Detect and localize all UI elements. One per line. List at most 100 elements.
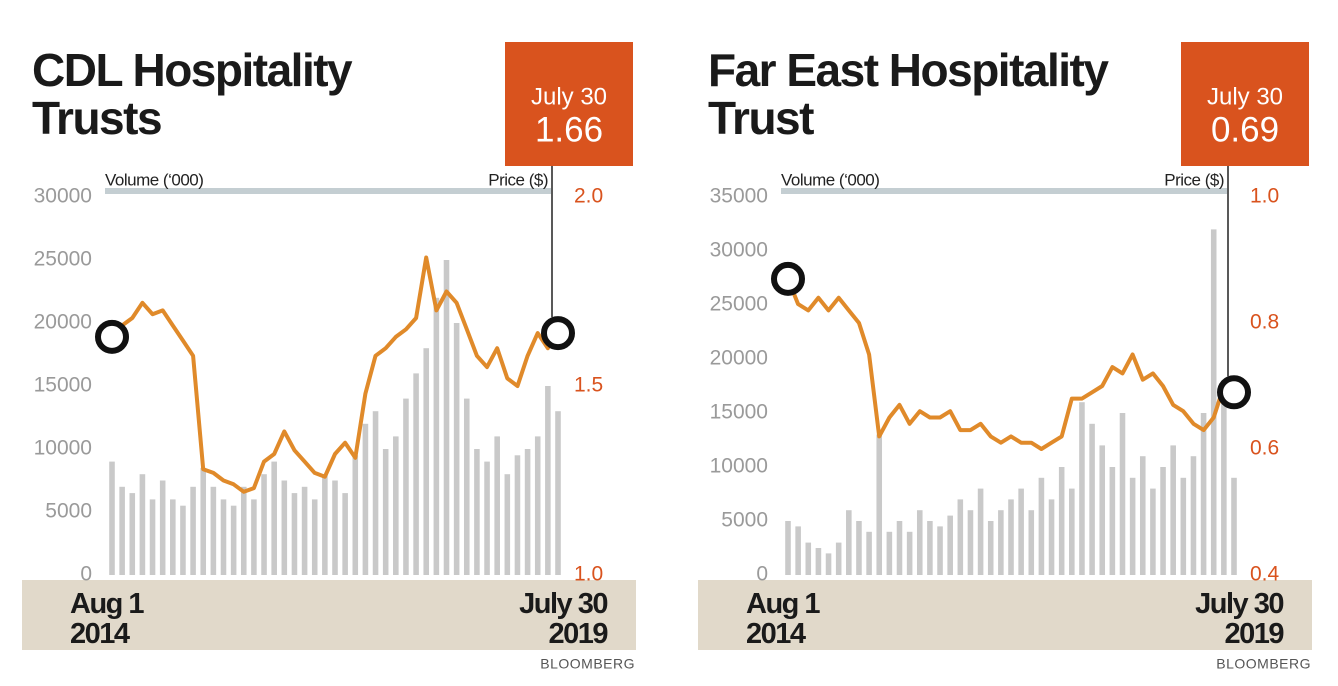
x-tick-label: Aug 1 2014 xyxy=(70,588,145,650)
volume-bar xyxy=(967,510,974,575)
y-tick-label: 30000 xyxy=(710,239,768,262)
y-axis-title: Volume (‘000) xyxy=(105,170,203,189)
volume-bar xyxy=(403,398,409,575)
volume-bar xyxy=(443,260,450,575)
volume-bar xyxy=(1190,456,1197,575)
volume-bar xyxy=(463,398,470,575)
volume-bar xyxy=(372,411,379,575)
volume-bar xyxy=(159,480,166,575)
volume-bar xyxy=(998,510,1004,575)
axis-rule xyxy=(781,188,1227,194)
y-tick-label: 20000 xyxy=(34,311,92,334)
volume-bar xyxy=(1170,445,1176,575)
volume-bar xyxy=(311,499,318,575)
volume-bar xyxy=(815,548,822,575)
volume-bar xyxy=(271,461,277,575)
volume-bar xyxy=(987,521,994,575)
volume-bar xyxy=(453,323,460,575)
volume-bar xyxy=(474,449,480,575)
volume-bar xyxy=(200,467,207,575)
volume-bar xyxy=(795,526,801,575)
y2-tick-label: 0.8 xyxy=(1250,311,1279,334)
x-tick-label: Aug 1 2014 xyxy=(746,588,821,650)
volume-bar xyxy=(514,455,521,575)
y-tick-label: 20000 xyxy=(710,347,768,370)
y-tick-label: 15000 xyxy=(710,401,768,424)
volume-bar xyxy=(1129,477,1136,575)
volume-bar xyxy=(1210,229,1217,575)
volume-bar xyxy=(785,521,791,575)
y-tick-label: 10000 xyxy=(710,455,768,478)
volume-bar xyxy=(362,423,369,575)
volume-bar xyxy=(210,486,217,575)
volume-bar xyxy=(281,480,288,575)
volume-bar xyxy=(927,521,933,575)
volume-bar xyxy=(332,480,338,575)
y-tick-label: 35000 xyxy=(710,185,768,208)
volume-bar xyxy=(342,493,348,575)
volume-bar xyxy=(109,461,115,575)
volume-bar xyxy=(1048,499,1055,575)
y-tick-label: 5000 xyxy=(721,509,768,532)
volume-bar xyxy=(1018,488,1024,575)
x-tick-label: July 30 2019 xyxy=(519,588,608,650)
volume-bar xyxy=(393,436,399,575)
volume-bar xyxy=(846,510,852,575)
volume-bar xyxy=(251,499,257,575)
price-endpoint xyxy=(95,319,129,354)
volume-bar xyxy=(230,505,237,575)
volume-bar xyxy=(937,526,943,575)
y2-axis-title: Price ($) xyxy=(488,170,548,189)
volume-bar xyxy=(876,434,883,575)
volume-bar xyxy=(906,531,913,575)
y2-tick-label: 1.0 xyxy=(1250,185,1279,208)
volume-bar xyxy=(1180,477,1187,575)
chart-title: Far East Hospitality Trust xyxy=(708,44,1109,144)
volume-bar xyxy=(1200,413,1207,575)
volume-bar xyxy=(1231,477,1237,575)
y-tick-label: 30000 xyxy=(34,185,92,208)
volume-bar xyxy=(977,488,984,575)
volume-bar xyxy=(322,474,328,575)
volume-bar xyxy=(866,531,872,575)
volume-bar xyxy=(504,474,511,575)
volume-bar xyxy=(149,499,156,575)
volume-bar xyxy=(413,373,419,575)
volume-bar xyxy=(190,486,196,575)
volume-bar xyxy=(1028,510,1035,575)
volume-bar xyxy=(261,474,267,575)
volume-bar xyxy=(856,521,862,575)
chart-title: CDL Hospitality Trusts xyxy=(32,44,353,144)
volume-bar xyxy=(170,499,176,575)
date-band xyxy=(698,580,1312,650)
volume-bar xyxy=(1069,488,1075,575)
volume-bar xyxy=(433,297,440,575)
volume-bar xyxy=(805,542,812,575)
date-band xyxy=(22,580,636,650)
price-endpoint xyxy=(541,316,575,351)
axis-rule xyxy=(105,188,551,194)
callout-value: 0.69 xyxy=(1211,110,1279,149)
y2-tick-label: 1.5 xyxy=(574,374,603,397)
volume-bar xyxy=(545,386,551,575)
volume-bar xyxy=(886,531,893,575)
y2-tick-label: 2.0 xyxy=(574,185,603,208)
volume-bar xyxy=(352,455,359,575)
volume-bar xyxy=(1079,402,1085,575)
volume-bar xyxy=(423,348,430,575)
source: BLOOMBERG xyxy=(1216,656,1311,672)
volume-bar xyxy=(1150,488,1156,575)
callout-box xyxy=(1181,42,1309,166)
volume-bar xyxy=(129,493,136,575)
volume-bar xyxy=(835,542,842,575)
y-tick-label: 25000 xyxy=(34,248,92,271)
volume-bar xyxy=(1038,477,1045,575)
volume-bar xyxy=(382,449,389,575)
callout-box xyxy=(505,42,633,166)
volume-bar xyxy=(1089,423,1095,575)
y2-axis-title: Price ($) xyxy=(1164,170,1224,189)
volume-bar xyxy=(555,411,561,575)
volume-bar xyxy=(957,499,964,575)
